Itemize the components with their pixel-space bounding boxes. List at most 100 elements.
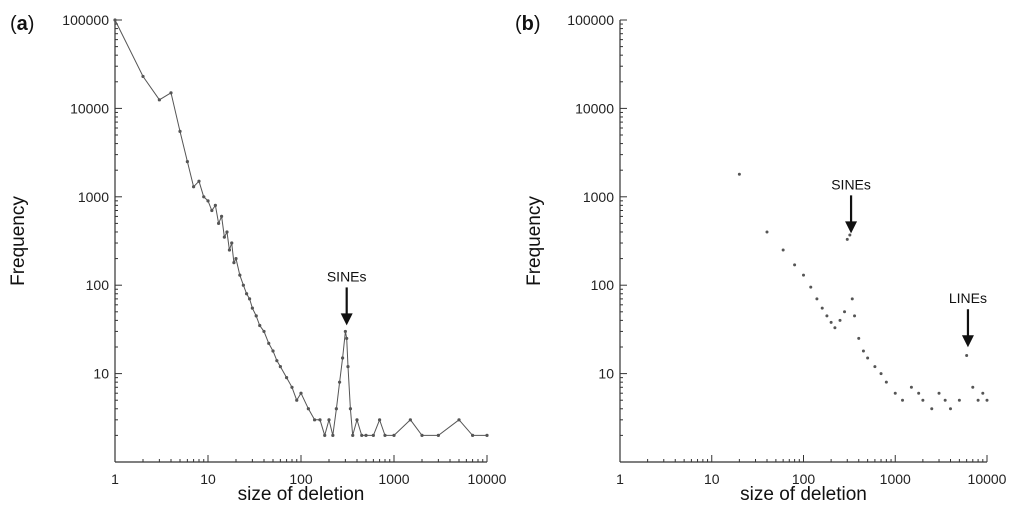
data-point [295,398,299,402]
x-tick-label: 10 [200,471,216,487]
data-point [436,433,440,437]
data-point [833,326,837,330]
data-point [861,349,865,353]
data-point [351,433,355,437]
data-point [971,385,975,389]
x-tick-label: 100 [289,471,313,487]
data-point [213,203,217,207]
data-point [202,195,206,199]
data-point [371,433,375,437]
annotation-label: SINEs [327,268,367,284]
data-point [227,248,232,252]
data-point [234,256,238,261]
x-tick-label: 1 [616,471,624,487]
annotation-label: SINEs [831,176,871,192]
data-point [829,320,833,324]
y-tick-label: 100000 [62,12,109,28]
data-point [346,365,350,369]
data-point [306,407,310,411]
data-point [377,418,382,422]
x-tick-label: 10000 [968,471,1007,487]
data-point [893,391,897,395]
data-point [206,199,210,203]
data-point [197,179,201,183]
data-point [848,233,852,237]
x-axis-title: size of deletion [238,484,365,505]
data-point [244,292,249,296]
data-point [219,214,224,219]
y-tick-label: 100000 [567,12,614,28]
data-point [232,261,236,265]
annotation-arrow-head [845,221,858,234]
data-point [781,248,785,252]
data-point [267,341,271,345]
data-point [943,398,947,402]
data-point [850,297,854,301]
data-point [948,407,952,411]
data-point [765,230,769,234]
data-point [210,208,214,213]
data-point [241,283,245,287]
data-point [323,433,327,437]
data-point [331,433,335,437]
x-tick-label: 1000 [378,471,409,487]
annotation-arrow-head [340,313,353,326]
data-point [360,433,364,437]
data-point [169,91,173,95]
data-point [815,297,819,301]
data-point [802,273,805,277]
data-point [976,398,980,402]
data-point [230,241,234,245]
data-point [853,314,857,318]
data-point [383,433,387,437]
panel-label: (b) [515,13,541,35]
y-tick-label: 10 [598,366,614,382]
data-point [191,185,196,189]
data-point [312,418,317,422]
data-point [355,418,359,422]
data-point [222,235,226,239]
x-tick-label: 10000 [468,471,507,487]
data-point [254,314,258,318]
data-point [457,418,461,422]
y-tick-label: 1000 [78,189,109,205]
data-point [737,172,741,176]
data-point [364,433,368,437]
data-point [348,407,353,411]
x-tick-label: 1000 [880,471,911,487]
data-point [408,418,412,422]
data-point [345,336,349,341]
annotation-arrow-head [961,335,974,348]
data-point [879,372,883,376]
x-tick-label: 10 [704,471,720,487]
data-point [470,433,475,437]
data-point [337,380,342,384]
data-point [284,376,289,380]
data-point [225,230,229,234]
data-point [793,263,797,267]
data-point [884,380,888,384]
x-tick-label: 100 [792,471,816,487]
y-axis-title: Frequency [8,196,29,286]
x-tick-label: 1 [111,471,119,487]
data-point [247,297,252,301]
data-point [965,354,969,358]
y-tick-label: 10 [93,366,109,382]
y-axis-title: Frequency [524,196,545,286]
data-point [957,398,961,402]
data-point [857,336,861,340]
data-point [185,160,189,164]
data-point [216,221,221,226]
data-point [113,18,117,22]
y-tick-label: 100 [86,277,110,293]
data-point [334,407,338,411]
data-point [250,306,254,310]
data-point [392,433,396,437]
series-line [114,19,487,438]
x-axis-title: size of deletion [740,484,867,505]
data-point [258,323,262,328]
data-point [981,391,985,395]
data-point [238,273,242,277]
data-point [845,237,849,241]
